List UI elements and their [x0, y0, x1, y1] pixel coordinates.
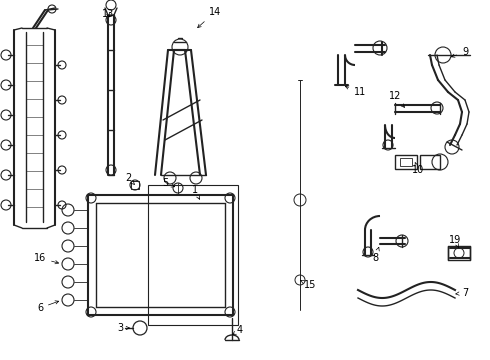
Bar [448, 246, 470, 260]
Text: 3: 3 [117, 323, 129, 333]
Bar [148, 185, 238, 325]
Text: 9: 9 [451, 47, 468, 57]
Text: 13: 13 [102, 9, 114, 19]
Text: 1: 1 [192, 185, 199, 199]
Text: 10: 10 [412, 162, 424, 175]
Bar [420, 155, 440, 169]
Text: 5: 5 [162, 178, 174, 188]
Bar [131, 181, 139, 189]
Bar [400, 158, 412, 166]
Text: 15: 15 [301, 280, 316, 290]
Text: 14: 14 [197, 7, 221, 28]
Text: 18: 18 [0, 359, 1, 360]
Text: 11: 11 [345, 86, 366, 97]
Text: 2: 2 [125, 173, 134, 184]
Text: 7: 7 [456, 288, 468, 298]
Text: 12: 12 [389, 91, 405, 107]
Bar [395, 155, 417, 169]
Text: 19: 19 [449, 235, 461, 248]
Text: 8: 8 [372, 247, 379, 263]
Text: 4: 4 [233, 325, 243, 335]
Text: 16: 16 [34, 253, 59, 264]
Text: 17: 17 [0, 359, 1, 360]
Text: 6: 6 [37, 301, 59, 313]
